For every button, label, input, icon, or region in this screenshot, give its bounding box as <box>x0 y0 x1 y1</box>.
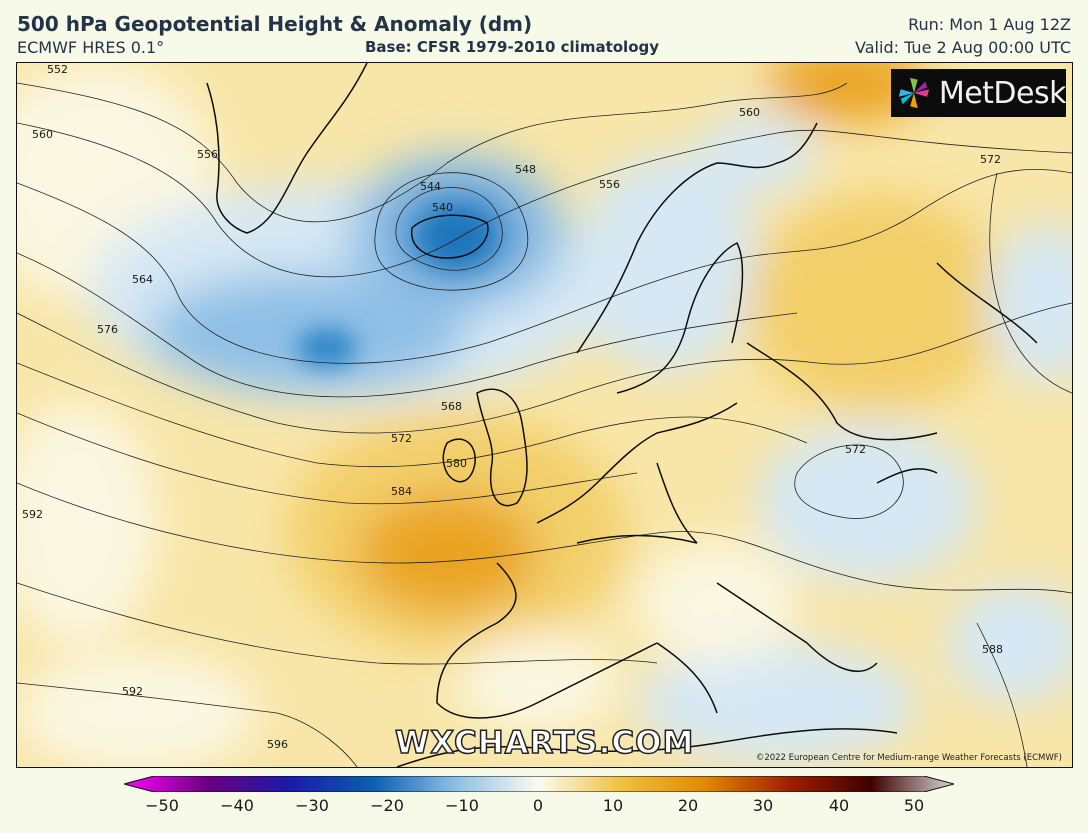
wxcharts-watermark: WXCHARTS.COM <box>394 724 695 762</box>
copyright-notice: ©2022 European Centre for Medium-range W… <box>755 753 1062 763</box>
colorbar-tick: −20 <box>370 796 404 815</box>
colorbar-tick: 20 <box>677 796 699 815</box>
contour-label: 540 <box>432 201 453 214</box>
contour-label: 548 <box>515 163 536 176</box>
contour-label: 584 <box>391 485 412 498</box>
contour-label: 560 <box>739 106 760 119</box>
height-contours <box>17 82 1072 767</box>
contour-label-group: 552 560 556 564 576 544 540 548 556 560 … <box>22 63 1003 751</box>
contour-label: 592 <box>122 685 143 698</box>
contour-label: 572 <box>845 443 866 456</box>
colorbar-tick: 30 <box>752 796 774 815</box>
model-label: ECMWF HRES 0.1° <box>17 38 165 57</box>
map-canvas: 552 560 556 564 576 544 540 548 556 560 … <box>17 63 1072 767</box>
coastlines <box>206 63 1038 767</box>
contour-label: 564 <box>132 273 153 286</box>
valid-time-label: Valid: Tue 2 Aug 00:00 UTC <box>855 38 1071 57</box>
anomaly-map: 552 560 556 564 576 544 540 548 556 560 … <box>16 62 1073 768</box>
climatology-base-label: Base: CFSR 1979-2010 climatology <box>365 38 660 56</box>
colorbar-tick: −50 <box>145 796 179 815</box>
contour-label: 576 <box>97 323 118 336</box>
contour-label: 560 <box>32 128 53 141</box>
colorbar-tick: 40 <box>828 796 850 815</box>
contour-label: 556 <box>197 148 218 161</box>
contour-label: 592 <box>22 508 43 521</box>
metdesk-logo: MetDesk <box>891 69 1067 117</box>
anomaly-core <box>297 210 492 368</box>
contour-label: 572 <box>391 432 412 445</box>
colorbar-tick: −10 <box>445 796 479 815</box>
anomaly-field <box>17 63 1072 767</box>
logo-text: MetDesk <box>938 75 1067 111</box>
metdesk-pinwheel-icon <box>898 77 930 109</box>
contour-label: 596 <box>267 738 288 751</box>
contour-label: 588 <box>982 643 1003 656</box>
contour-label: 556 <box>599 178 620 191</box>
colorbar-tick: −30 <box>295 796 329 815</box>
run-time-label: Run: Mon 1 Aug 12Z <box>908 15 1071 34</box>
colorbar-tick: 50 <box>903 796 925 815</box>
contour-label: 544 <box>420 180 441 193</box>
chart-title: 500 hPa Geopotential Height & Anomaly (d… <box>17 12 533 36</box>
contour-label: 552 <box>47 63 68 76</box>
contour-label: 580 <box>446 457 467 470</box>
anomaly-colorbar <box>124 776 954 792</box>
contour-label: 568 <box>441 400 462 413</box>
colorbar-tick: −40 <box>220 796 254 815</box>
colorbar-tick: 10 <box>602 796 624 815</box>
colorbar-tick: 0 <box>532 796 544 815</box>
contour-label: 572 <box>980 153 1001 166</box>
